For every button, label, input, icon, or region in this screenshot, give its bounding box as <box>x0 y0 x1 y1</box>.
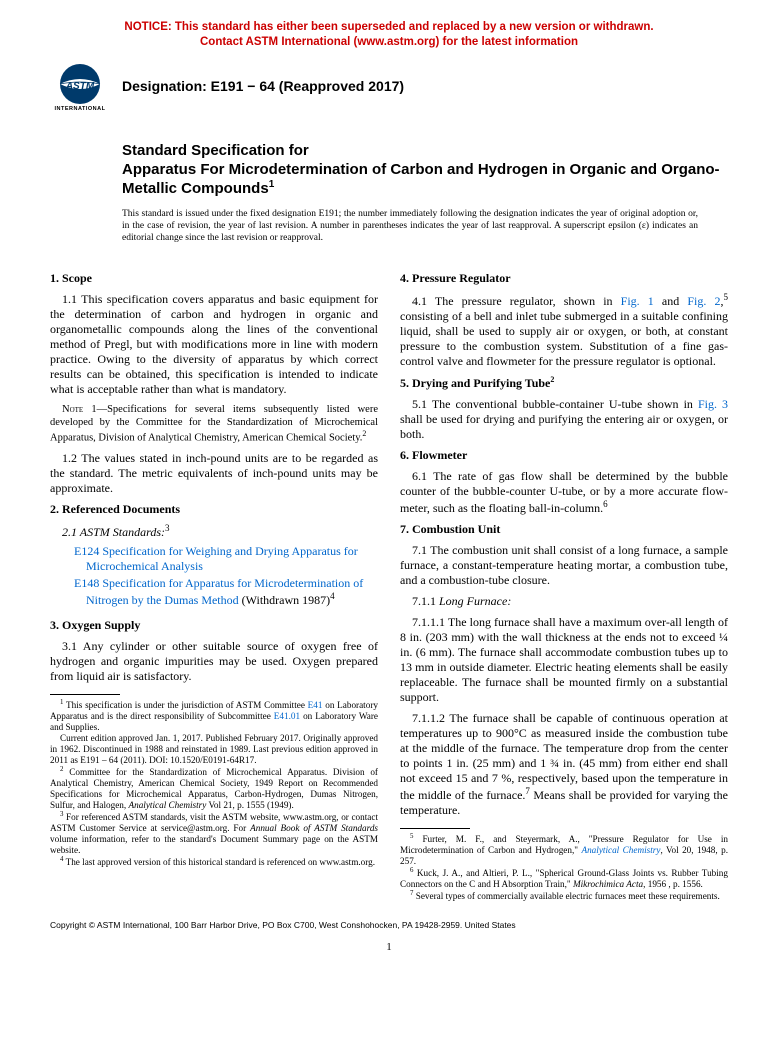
note-label: Note <box>62 404 83 415</box>
para-3-1: 3.1 Any cylinder or other suitable sourc… <box>50 639 378 684</box>
footnote-1: 1 This specification is under the jurisd… <box>50 699 378 733</box>
section-1-title: 1. Scope <box>50 271 378 286</box>
para-7-1-1-2: 7.1.1.2 The furnace shall be capable of … <box>400 711 728 818</box>
page-number: 1 <box>50 941 728 955</box>
link-e148[interactable]: E148 <box>74 576 99 590</box>
link-anal-chem[interactable]: Analytical Chemistry <box>581 845 660 855</box>
f7: Several types of commercially available … <box>416 891 720 901</box>
para-7-1-1-label: 7.1.1 Long Furnace: <box>400 594 728 609</box>
p51a: 5.1 The conventional bubble-container U-… <box>412 397 698 411</box>
e148-withdrawn: (Withdrawn 1987) <box>239 593 331 607</box>
para-1-1: 1.1 This specification covers apparatus … <box>50 292 378 397</box>
title-prefix: Standard Specification for <box>122 142 728 161</box>
section-6-title: 6. Flowmeter <box>400 448 728 463</box>
footnote-rule-right <box>400 828 470 829</box>
link-fig3[interactable]: Fig. 3 <box>698 397 728 411</box>
section-4-title: 4. Pressure Regulator <box>400 271 728 286</box>
footnote-1b: Current edition approved Jan. 1, 2017. P… <box>50 733 378 766</box>
astm-logo: ASTM INTERNATIONAL <box>50 62 110 112</box>
title-sup: 1 <box>269 179 275 190</box>
designation: Designation: E191 − 64 (Reapproved 2017) <box>122 78 404 96</box>
footnote-5: 5 Furter, M. F., and Steyermark, A., "Pr… <box>400 833 728 867</box>
section-2-title: 2. Referenced Documents <box>50 502 378 517</box>
link-fig1[interactable]: Fig. 1 <box>621 294 654 308</box>
std-sup: 3 <box>165 523 170 533</box>
astm-standards-line: 2.1 ASTM Standards:3 <box>50 523 378 540</box>
title-main: Apparatus For Microdetermination of Carb… <box>122 161 728 200</box>
footnote-2: 2 Committee for the Standardization of M… <box>50 766 378 811</box>
footnote-6: 6 Kuck, J. A., and Altieri, P. L., "Sphe… <box>400 867 728 890</box>
s5-sup: 2 <box>550 375 554 384</box>
body-columns: 1. Scope 1.1 This specification covers a… <box>50 267 728 902</box>
para-1-2: 1.2 The values stated in inch-pound unit… <box>50 451 378 496</box>
para-4-1: 4.1 The pressure regulator, shown in Fig… <box>400 292 728 369</box>
footnote-4: 4 The last approved version of this hist… <box>50 856 378 868</box>
p41a: 4.1 The pressure regulator, shown in <box>412 294 621 308</box>
header-row: ASTM INTERNATIONAL Designation: E191 − 6… <box>50 62 728 112</box>
notice-banner: NOTICE: This standard has either been su… <box>50 20 728 50</box>
svg-text:INTERNATIONAL: INTERNATIONAL <box>54 106 105 112</box>
p61: 6.1 The rate of gas flow shall be determ… <box>400 469 728 515</box>
section-3-title: 3. Oxygen Supply <box>50 618 378 633</box>
ref-e148: E148 Specification for Apparatus for Mic… <box>62 576 378 608</box>
p41sup: 5 <box>724 292 729 302</box>
right-column: 4. Pressure Regulator 4.1 The pressure r… <box>400 267 728 902</box>
notice-line2: Contact ASTM International (www.astm.org… <box>200 36 578 48</box>
title-text: Apparatus For Microdetermination of Carb… <box>122 161 720 198</box>
p41b: consisting of a bell and inlet tube subm… <box>400 309 728 368</box>
footnote-7: 7 Several types of commercially availabl… <box>400 890 728 902</box>
link-e41[interactable]: E41 <box>308 700 323 710</box>
copyright: Copyright © ASTM International, 100 Barr… <box>50 920 728 931</box>
left-column: 1. Scope 1.1 This specification covers a… <box>50 267 378 902</box>
ref-e124: E124 Specification for Weighing and Dryi… <box>62 544 378 574</box>
title-block: Standard Specification for Apparatus For… <box>122 142 728 199</box>
link-e41-01[interactable]: E41.01 <box>274 711 300 721</box>
section-5-title: 5. Drying and Purifying Tube2 <box>400 375 728 391</box>
footnote-4-text: The last approved version of this histor… <box>66 857 375 867</box>
note-sup: 2 <box>362 429 366 438</box>
s5-text: 5. Drying and Purifying Tube <box>400 376 550 390</box>
link-e124-text[interactable]: Specification for Weighing and Drying Ap… <box>86 544 358 573</box>
para-7-1: 7.1 The combustion unit shall consist of… <box>400 543 728 588</box>
p61sup: 6 <box>603 499 608 509</box>
svg-text:ASTM: ASTM <box>65 81 95 92</box>
link-fig2[interactable]: Fig. 2 <box>687 294 720 308</box>
notice-line1: NOTICE: This standard has either been su… <box>124 21 653 33</box>
issue-note: This standard is issued under the fixed … <box>122 209 698 245</box>
link-e124[interactable]: E124 <box>74 544 99 558</box>
e148-sup: 4 <box>330 591 335 601</box>
footnote-3: 3 For referenced ASTM standards, visit t… <box>50 811 378 856</box>
note-1: Note 1—Specifications for several items … <box>50 403 378 445</box>
para-6-1: 6.1 The rate of gas flow shall be determ… <box>400 469 728 516</box>
footnote-rule-left <box>50 694 120 695</box>
para-7-1-1-1: 7.1.1.1 The long furnace shall have a ma… <box>400 615 728 705</box>
section-7-title: 7. Combustion Unit <box>400 522 728 537</box>
p51b: shall be used for drying and purifying t… <box>400 412 728 441</box>
para-5-1: 5.1 The conventional bubble-container U-… <box>400 397 728 442</box>
std-label: 2.1 ASTM Standards: <box>62 525 165 539</box>
page: NOTICE: This standard has either been su… <box>0 0 778 1041</box>
p41mid: and <box>654 294 688 308</box>
